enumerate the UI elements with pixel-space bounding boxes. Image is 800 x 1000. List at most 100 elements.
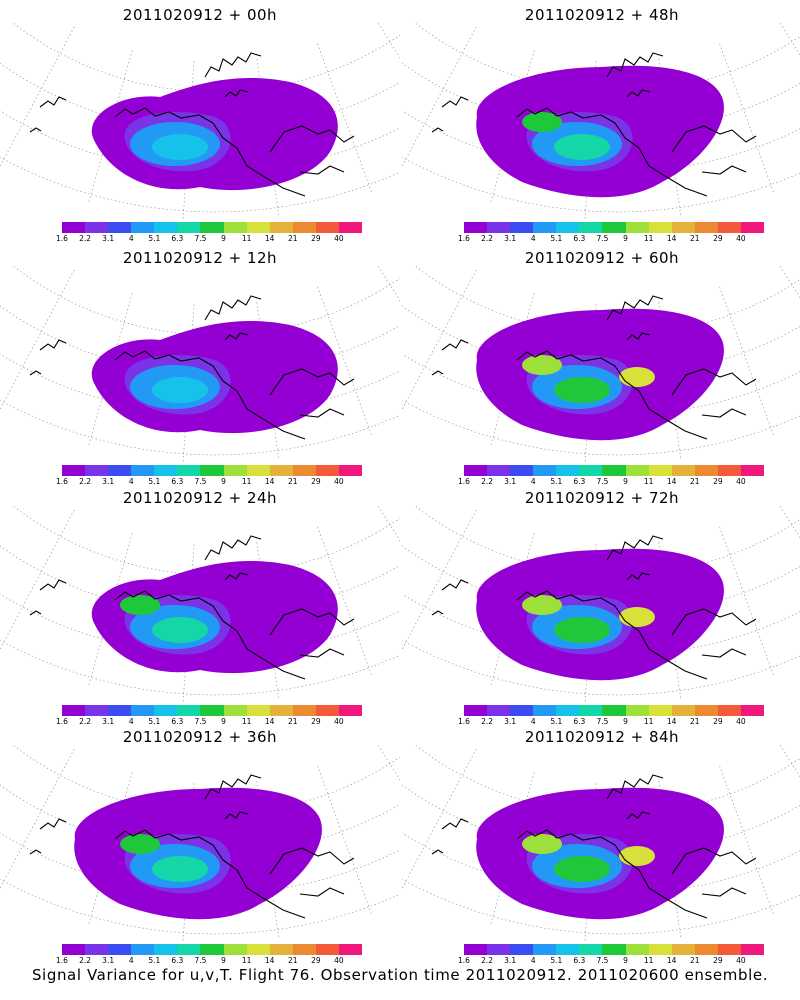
colorbar-tick-label: 4 [128,956,134,965]
colorbar-segment [246,222,270,233]
colorbar-segment [62,465,86,476]
coastlines [431,52,757,197]
colorbar-segment [648,222,672,233]
colorbar-tick-label: 3.1 [504,956,517,965]
panel-title: 2011020912 + 72h [524,489,680,507]
colorbar-segment [154,465,178,476]
colorbar-tick-label: 4 [128,234,134,243]
colorbar-segment [177,465,201,476]
coastlines [431,295,757,440]
colorbar-tick-label: 1.6 [458,234,470,243]
colorbar-tick-label: 4 [128,477,134,486]
colorbar-segment [292,944,316,955]
colorbar-segment [740,222,765,233]
colorbar-tick-label: 5.1 [148,234,161,243]
colorbar-segment [246,465,270,476]
colorbar-tick-label: 14 [264,717,275,726]
colorbar-tick-label: 14 [264,234,275,243]
colorbar-tick-label: 14 [666,717,677,726]
colorbar-tick-label: 40 [736,956,746,965]
variance-field [476,787,724,920]
colorbar-tick-label: 11 [241,234,252,243]
colorbar-tick-label: 6.3 [171,717,184,726]
colorbar-segment [556,944,580,955]
colorbar-segment [246,705,270,716]
colorbar-segment [154,222,178,233]
colorbar-tick-label: 4 [128,717,134,726]
colorbar-tick-label: 11 [643,234,654,243]
panel-title: 2011020912 + 48h [524,6,680,24]
colorbar-tick-label: 5.1 [550,717,563,726]
colorbar-tick-label: 29 [311,717,321,726]
colorbar-segment [625,222,649,233]
variance-field [74,787,322,920]
map-panel: 2011020912 + 72h 1.6 2.2 3.1 4 5.1 6.3 7.5 9 11 14… [402,483,800,728]
colorbar-segment [740,465,765,476]
colorbar-tick-label: 40 [334,956,344,965]
colorbar-segment [487,465,511,476]
colorbar-segment [579,944,603,955]
colorbar-segment [671,222,695,233]
map-panel: 2011020912 + 36h 1.6 2.2 3.1 4 5.1 6.3 7.5 9 11 14… [0,722,400,967]
colorbar-tick-label: 21 [689,956,700,965]
colorbar-segment [131,705,155,716]
colorbar-segment [464,944,488,955]
colorbar [464,465,765,476]
colorbar-segment [717,465,741,476]
colorbar-segment [740,705,765,716]
colorbar-tick-label: 5.1 [550,956,563,965]
colorbar-segment [648,705,672,716]
colorbar-tick-label: 21 [287,234,298,243]
colorbar-segment [533,465,557,476]
colorbar-tick-label: 5.1 [148,477,161,486]
colorbar-segment [602,222,626,233]
colorbar-tick-label: 9 [623,234,628,243]
colorbar-segment [533,705,557,716]
colorbar-tick-label: 5.1 [148,717,161,726]
colorbar-segment [269,222,293,233]
colorbar-segment [177,222,201,233]
colorbar-segment [602,465,626,476]
colorbar-tick-label: 2.2 [79,234,92,243]
colorbar-tick-label: 7.5 [194,477,207,486]
colorbar-tick-label: 21 [287,956,298,965]
colorbar-segment [556,222,580,233]
colorbar-tick-label: 1.6 [458,717,470,726]
colorbar-segment [269,465,293,476]
variance-map [402,265,800,464]
colorbar-tick-label: 1.6 [56,477,68,486]
panel-title: 2011020912 + 36h [122,728,278,746]
colorbar-tick-labels: 1.6 2.2 3.1 4 5.1 6.3 7.5 9 11 14 21 29 40 [56,717,362,727]
colorbar-tick-label: 3.1 [102,717,115,726]
colorbar-segment [487,944,511,955]
colorbar-tick-label: 21 [287,477,298,486]
colorbar-segment [648,465,672,476]
colorbar-segment [154,705,178,716]
panel-title: 2011020912 + 84h [524,728,680,746]
panel-title: 2011020912 + 24h [122,489,278,507]
colorbar-tick-label: 14 [264,956,275,965]
colorbar-tick-label: 6.3 [573,956,586,965]
colorbar-segment [108,222,132,233]
colorbar-segment [717,944,741,955]
colorbar-segment [108,705,132,716]
colorbar-segment [269,705,293,716]
colorbar-segment [62,944,86,955]
colorbar-segment [648,944,672,955]
variance-map [402,22,800,221]
variance-map [0,505,400,704]
colorbar-segment [200,222,224,233]
colorbar [62,222,363,233]
colorbar-segment [154,944,178,955]
colorbar-tick-label: 7.5 [194,717,207,726]
colorbar-tick-labels: 1.6 2.2 3.1 4 5.1 6.3 7.5 9 11 14 21 29 40 [56,477,362,487]
colorbar-tick-label: 11 [643,477,654,486]
colorbar-tick-labels: 1.6 2.2 3.1 4 5.1 6.3 7.5 9 11 14 21 29 40 [56,956,362,966]
map-panel: 2011020912 + 12h 1.6 2.2 3.1 4 5.1 6.3 7.5 9 11 14… [0,243,400,488]
colorbar-segment [694,944,718,955]
colorbar-segment [223,944,247,955]
colorbar-tick-label: 1.6 [56,717,68,726]
colorbar-tick-labels: 1.6 2.2 3.1 4 5.1 6.3 7.5 9 11 14 21 29 40 [458,956,764,966]
colorbar-segment [694,465,718,476]
colorbar-segment [85,705,109,716]
